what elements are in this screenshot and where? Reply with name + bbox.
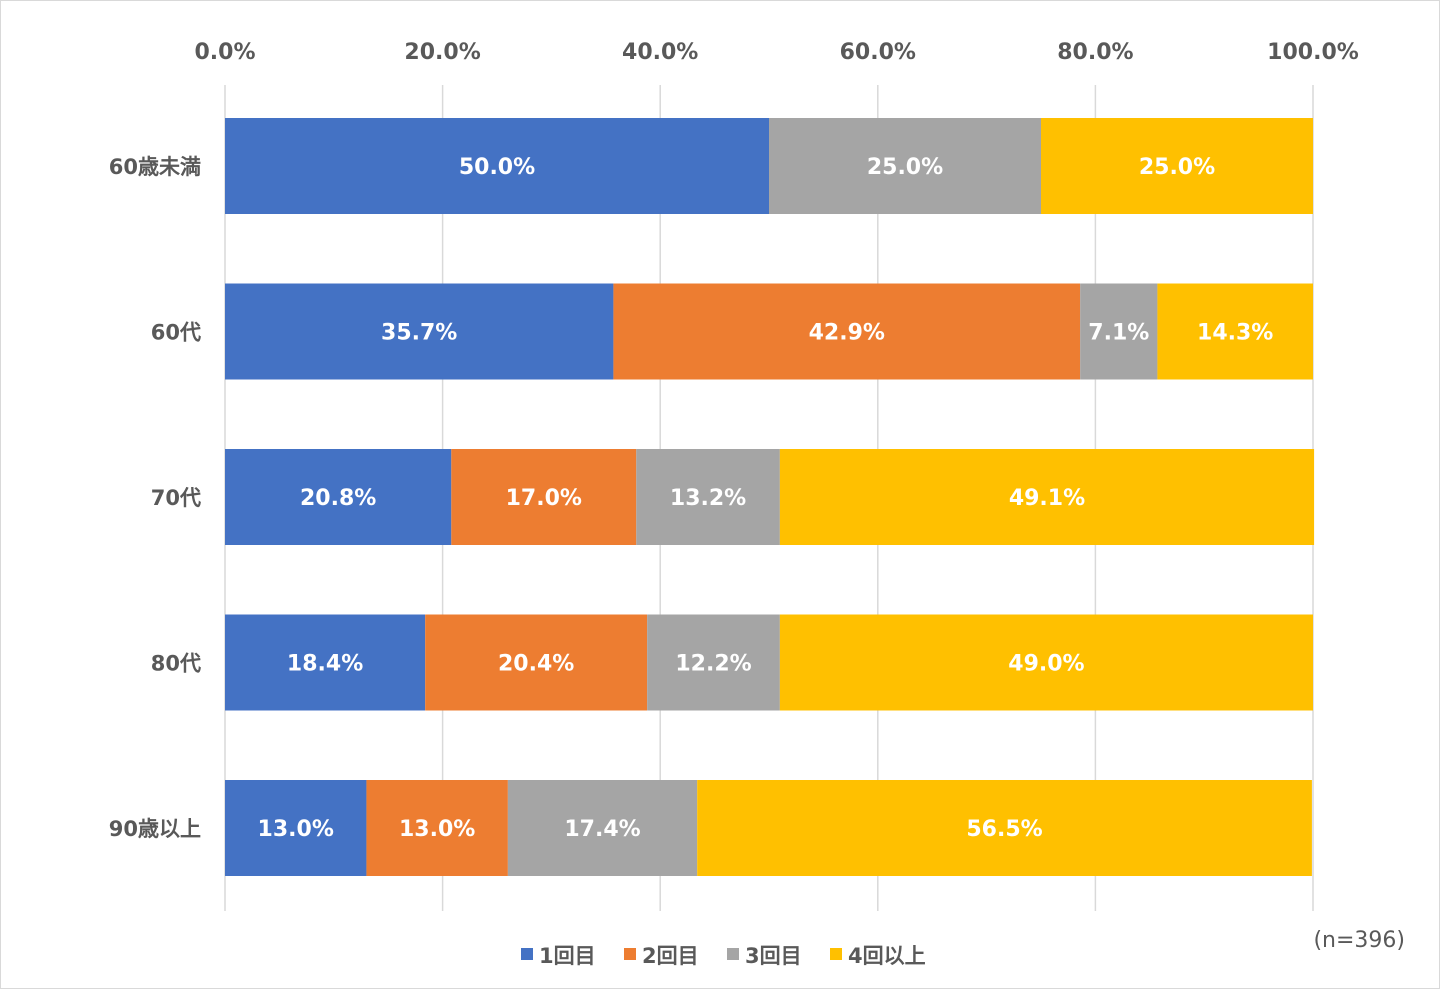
x-axis-ticks: 0.0% 20.0% 40.0% 60.0% 80.0% 100.0% — [194, 40, 1358, 65]
category-axis: 60歳未満 60代 70代 80代 90歳以上 — [109, 155, 201, 841]
bar-segment — [779, 614, 1313, 711]
data-label: 49.1% — [1009, 486, 1085, 511]
legend-label: 3回目 — [745, 944, 802, 968]
data-label: 13.0% — [258, 817, 334, 842]
bar-segments: 50.0% 25.0% 25.0% 35.7% 42.9% 7.1% 14.3% 20.8% 1… — [225, 118, 1315, 876]
legend: 1回目 2回目 3回目 4回以上 — [521, 944, 926, 968]
data-label: 17.4% — [564, 817, 640, 842]
data-label: 12.2% — [675, 652, 751, 677]
data-label: 50.0% — [459, 155, 535, 180]
bar-segment — [1080, 283, 1158, 380]
x-tick-label: 20.0% — [404, 40, 480, 65]
data-label: 56.5% — [966, 817, 1042, 842]
data-label: 20.4% — [498, 652, 574, 677]
data-label: 49.0% — [1008, 652, 1084, 677]
legend-swatch — [624, 948, 636, 960]
sample-size-note: (n=396) — [1313, 928, 1405, 953]
bar-segment — [425, 614, 648, 711]
bar-segment — [225, 118, 769, 214]
data-label: 7.1% — [1088, 321, 1149, 346]
x-tick-label: 0.0% — [194, 40, 255, 65]
category-label: 70代 — [151, 486, 201, 510]
legend-label: 2回目 — [642, 944, 699, 968]
data-label: 17.0% — [506, 486, 582, 511]
legend-label: 1回目 — [539, 944, 596, 968]
category-label: 60代 — [151, 321, 201, 345]
data-label: 13.0% — [399, 817, 475, 842]
category-label: 60歳未満 — [109, 155, 201, 179]
data-label: 25.0% — [1139, 155, 1215, 180]
bar-segment — [697, 780, 1312, 876]
bar-segment — [769, 118, 1041, 214]
bar-segment — [451, 449, 637, 545]
bar-segment — [225, 283, 614, 380]
data-label: 18.4% — [287, 652, 363, 677]
bar-segment — [613, 283, 1081, 380]
x-tick-label: 60.0% — [840, 40, 916, 65]
bar-segment — [225, 449, 452, 545]
bar-segment — [779, 449, 1315, 545]
x-tick-label: 40.0% — [622, 40, 698, 65]
bar-segment — [636, 449, 780, 545]
data-label: 42.9% — [809, 321, 885, 346]
legend-swatch — [521, 948, 533, 960]
x-tick-label: 100.0% — [1267, 40, 1359, 65]
bar-segment — [1157, 283, 1313, 380]
bar-segment — [647, 614, 780, 711]
bar-segment — [1041, 118, 1313, 214]
bar-segment — [507, 780, 698, 876]
bar-segment — [366, 780, 508, 876]
bar-segment — [225, 780, 367, 876]
legend-label: 4回以上 — [848, 944, 926, 968]
category-label: 90歳以上 — [109, 817, 201, 841]
legend-swatch — [830, 948, 842, 960]
data-label: 14.3% — [1197, 321, 1273, 346]
x-tick-label: 80.0% — [1057, 40, 1133, 65]
data-label: 20.8% — [300, 486, 376, 511]
data-label: 25.0% — [867, 155, 943, 180]
category-label: 80代 — [151, 652, 201, 676]
bar-segment — [225, 614, 426, 711]
data-label: 35.7% — [381, 321, 457, 346]
data-label: 13.2% — [670, 486, 746, 511]
legend-swatch — [727, 948, 739, 960]
